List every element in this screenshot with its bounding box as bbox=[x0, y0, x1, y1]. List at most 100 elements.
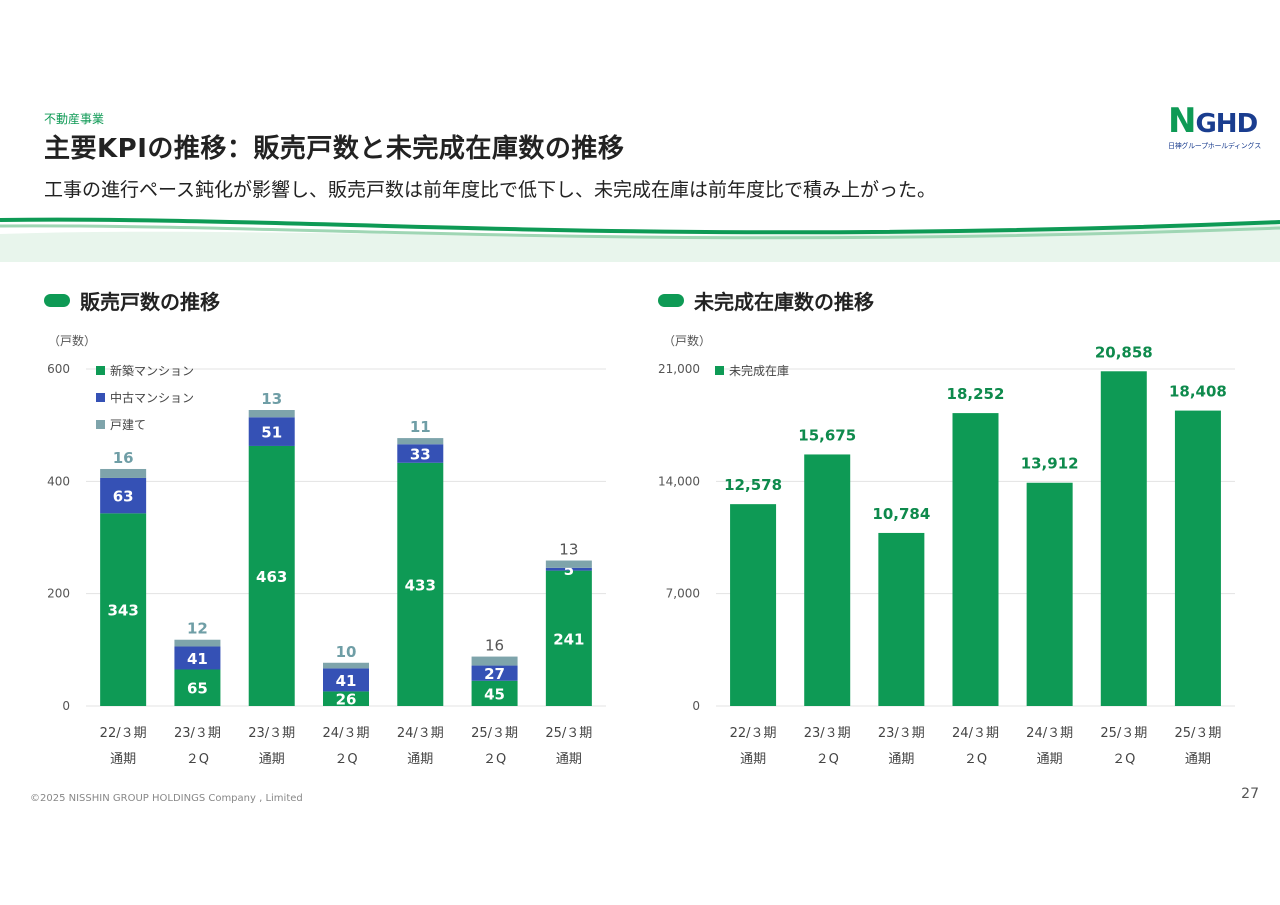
x-tick-label: ２Q bbox=[1112, 752, 1135, 767]
data-label: 18,252 bbox=[947, 385, 1005, 403]
x-tick-label: 24/３期 bbox=[1026, 726, 1073, 741]
data-label: 13 bbox=[261, 390, 282, 408]
heading-pill-icon bbox=[658, 294, 684, 307]
data-label: 27 bbox=[484, 665, 505, 683]
data-label: 241 bbox=[553, 630, 584, 648]
bar-segment bbox=[397, 438, 444, 445]
data-label: 65 bbox=[187, 680, 208, 698]
inventory-chart: （戸数） 0 7,000 14,000 21,000 未完成在庫 12,578 22/３期通期… bbox=[658, 333, 1235, 767]
x-tick-label: ２Q bbox=[186, 752, 209, 767]
heading-pill-icon bbox=[44, 294, 70, 307]
section-label: 不動産事業 bbox=[44, 112, 105, 126]
x-tick-label: ２Q bbox=[334, 752, 357, 767]
legend-swatch bbox=[715, 366, 724, 375]
x-tick-label: 23/３期 bbox=[174, 726, 221, 741]
y-unit-label: （戸数） bbox=[663, 333, 711, 348]
x-tick-label: 22/３期 bbox=[100, 726, 147, 741]
bar-segment bbox=[397, 444, 444, 463]
data-label: 10,784 bbox=[872, 505, 930, 523]
bar-segment bbox=[804, 454, 851, 706]
x-tick-label: 22/３期 bbox=[730, 726, 777, 741]
bar-segment bbox=[323, 662, 369, 669]
bar-segment bbox=[1026, 482, 1073, 706]
x-tick-label: 23/３期 bbox=[878, 726, 925, 741]
x-tick-label: 24/３期 bbox=[952, 726, 999, 741]
y-tick-label: 7,000 bbox=[666, 587, 700, 601]
header-wave-divider bbox=[0, 217, 1280, 262]
bar-segment bbox=[323, 691, 369, 706]
legend-label: 中古マンション bbox=[110, 390, 194, 405]
x-tick-label: 25/３期 bbox=[471, 726, 518, 741]
x-tick-label: 通期 bbox=[259, 752, 285, 767]
data-label: 41 bbox=[187, 650, 208, 668]
data-label: 41 bbox=[336, 672, 357, 690]
legend-swatch bbox=[96, 393, 105, 402]
data-label: 343 bbox=[107, 602, 138, 620]
bar-segment bbox=[1174, 410, 1221, 706]
bar-segment bbox=[952, 413, 999, 706]
legend-label: 未完成在庫 bbox=[729, 363, 789, 378]
bar-segment bbox=[471, 656, 518, 666]
data-label: 16 bbox=[113, 449, 134, 467]
legend-label: 戸建て bbox=[110, 418, 146, 432]
data-label: 433 bbox=[405, 576, 436, 594]
data-label: 51 bbox=[261, 424, 282, 442]
x-tick-label: ２Q bbox=[483, 752, 506, 767]
data-label: 15,675 bbox=[798, 426, 856, 444]
data-label: 463 bbox=[256, 568, 287, 586]
bar-segment bbox=[545, 570, 592, 706]
x-tick-label: 通期 bbox=[110, 752, 136, 767]
bar-segment bbox=[323, 668, 369, 692]
bar-segment bbox=[100, 468, 147, 478]
inventory-chart-heading: 未完成在庫数の推移 bbox=[658, 286, 874, 315]
x-tick-label: ２Q bbox=[816, 752, 839, 767]
page-subtitle: 工事の進行ペース鈍化が影響し、販売戸数は前年度比で低下し、未完成在庫は前年度比で… bbox=[44, 179, 937, 201]
logo-mark-n: N bbox=[1168, 101, 1196, 141]
bar-segment bbox=[174, 669, 221, 706]
x-tick-label: 25/３期 bbox=[1174, 726, 1221, 741]
sales-chart-heading: 販売戸数の推移 bbox=[44, 286, 220, 315]
bar-segment bbox=[248, 417, 295, 446]
inventory-chart-heading-text: 未完成在庫数の推移 bbox=[694, 290, 874, 314]
data-label: 13,912 bbox=[1021, 455, 1079, 473]
y-tick-label: 14,000 bbox=[658, 474, 700, 488]
legend-swatch bbox=[96, 366, 105, 375]
bar-segment bbox=[174, 639, 221, 647]
legend-swatch bbox=[96, 420, 105, 429]
data-label: 18,408 bbox=[1169, 383, 1227, 401]
x-tick-label: 23/３期 bbox=[804, 726, 851, 741]
data-label: 45 bbox=[484, 685, 505, 703]
data-label: 13 bbox=[559, 541, 578, 559]
logo-mark-rest: GHD bbox=[1195, 109, 1258, 139]
bar-segment bbox=[471, 680, 518, 706]
data-label: 16 bbox=[485, 637, 504, 655]
bar-segment bbox=[1100, 371, 1147, 706]
page-title: 主要KPIの推移：販売戸数と未完成在庫数の推移 bbox=[44, 134, 625, 164]
bar-segment bbox=[878, 532, 925, 706]
bar-segment bbox=[248, 445, 295, 706]
y-tick-label: 200 bbox=[47, 587, 70, 601]
bar-segment bbox=[100, 477, 147, 514]
bar-segment bbox=[545, 560, 592, 568]
x-tick-label: 24/３期 bbox=[397, 726, 444, 741]
x-tick-label: 24/３期 bbox=[323, 726, 370, 741]
page-number: 27 bbox=[1241, 786, 1259, 802]
x-tick-label: 通期 bbox=[1185, 752, 1211, 767]
x-tick-label: 通期 bbox=[1037, 752, 1063, 767]
x-tick-label: 23/３期 bbox=[248, 726, 295, 741]
copyright-footer: ©2025 NISSHIN GROUP HOLDINGS Company , L… bbox=[30, 793, 303, 804]
logo-mark: NGHD bbox=[1168, 104, 1264, 141]
data-label: 10 bbox=[336, 643, 357, 661]
bar-segment bbox=[248, 410, 295, 418]
bar-segment bbox=[471, 665, 518, 681]
x-tick-label: 25/３期 bbox=[1100, 726, 1147, 741]
y-tick-label: 0 bbox=[62, 699, 70, 713]
legend-label: 新築マンション bbox=[110, 363, 194, 378]
bar-segment bbox=[545, 567, 592, 571]
data-label: 63 bbox=[113, 488, 134, 506]
x-tick-label: 25/３期 bbox=[545, 726, 592, 741]
logo-subtitle: 日神グループホールディングス bbox=[1168, 142, 1261, 150]
y-tick-label: 0 bbox=[692, 699, 700, 713]
bar-segment bbox=[174, 646, 221, 670]
x-tick-label: 通期 bbox=[740, 752, 766, 767]
